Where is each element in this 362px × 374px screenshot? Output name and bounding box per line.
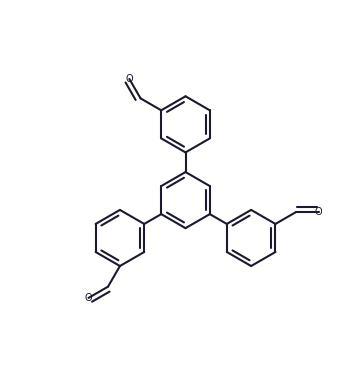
Text: O: O [315,207,322,217]
Text: O: O [85,293,92,303]
Text: O: O [126,74,133,84]
